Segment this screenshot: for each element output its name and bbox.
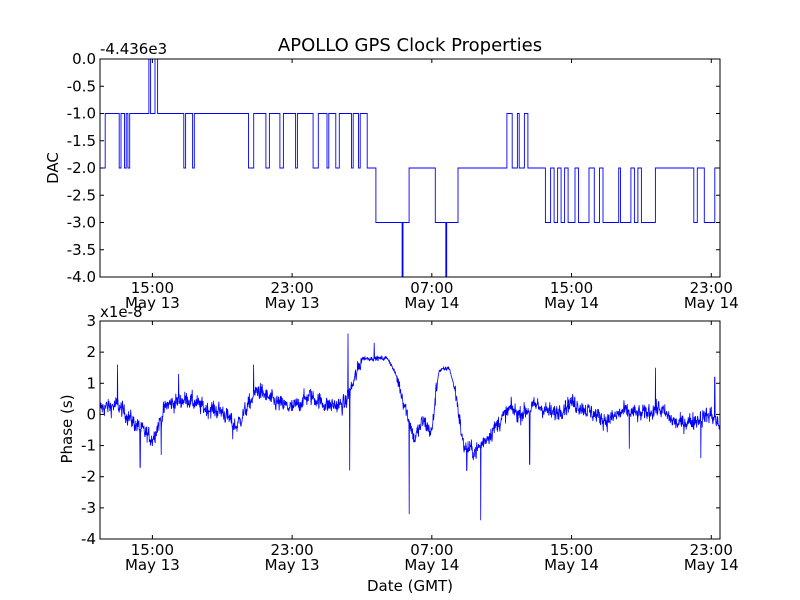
x-tick-label-date: May 14 [684, 294, 739, 312]
dac-offset-label: -4.436e3 [100, 40, 167, 58]
series-line-dac [100, 59, 720, 277]
dac-y-axis-label: DAC [44, 152, 62, 184]
phase-panel: x1e-8 Phase (s) Date (GMT) 3 2 1 0 -1 -2 -3 -4 1… [58, 303, 739, 595]
y-tick-label: -4.0 [67, 268, 96, 286]
x-tick-label-date: May 14 [544, 294, 599, 312]
y-tick-label: -3.5 [67, 241, 96, 259]
chart-title: APOLLO GPS Clock Properties [278, 35, 542, 56]
plot-frame [99, 320, 721, 540]
y-tick-label: 3 [86, 312, 96, 330]
y-tick-label: -2.5 [67, 186, 96, 204]
x-tick-label-date: May 14 [404, 556, 459, 574]
x-tick-label-time: 23:00 [270, 279, 313, 297]
x-tick-label-time: 07:00 [410, 279, 453, 297]
y-tick-label: -4 [81, 530, 96, 548]
x-tick-label-time: 23:00 [690, 279, 733, 297]
x-tick-label-time: 15:00 [550, 279, 593, 297]
y-tick-label: -2.0 [67, 159, 96, 177]
plot-area [100, 321, 720, 539]
y-tick-label: 1 [86, 374, 96, 392]
x-tick-label-time: 15:00 [131, 279, 174, 297]
y-tick-label: -3 [81, 499, 96, 517]
y-tick-label: 0 [86, 405, 96, 423]
x-tick-label-time: 15:00 [131, 541, 174, 559]
y-tick-label: -2 [81, 468, 96, 486]
x-tick-label-date: May 14 [684, 556, 739, 574]
y-tick-label: 2 [86, 343, 96, 361]
y-tick-label: -0.5 [67, 77, 96, 95]
series-line-phase [100, 333, 720, 521]
y-tick-label: -1 [81, 437, 96, 455]
x-tick-label-date: May 14 [544, 556, 599, 574]
x-tick-label-date: May 13 [125, 294, 180, 312]
x-tick-label-date: May 13 [265, 556, 320, 574]
x-tick-label-date: May 13 [125, 556, 180, 574]
x-tick-label-date: May 13 [265, 294, 320, 312]
x-tick-label-date: May 14 [404, 294, 459, 312]
x-axis-label: Date (GMT) [367, 577, 453, 595]
phase-offset-label: x1e-8 [100, 303, 143, 321]
y-tick-label: -1.5 [67, 132, 96, 150]
y-tick-label: -1.0 [67, 105, 96, 123]
x-tick-label-time: 07:00 [410, 541, 453, 559]
x-tick-label-time: 23:00 [270, 541, 313, 559]
x-tick-label-time: 23:00 [690, 541, 733, 559]
x-tick-label-time: 15:00 [550, 541, 593, 559]
y-tick-label: -3.0 [67, 214, 96, 232]
phase-y-axis-label: Phase (s) [58, 394, 76, 463]
y-tick-label: 0.0 [72, 50, 96, 68]
dac-panel: APOLLO GPS Clock Properties -4.436e3 DAC… [44, 35, 739, 312]
